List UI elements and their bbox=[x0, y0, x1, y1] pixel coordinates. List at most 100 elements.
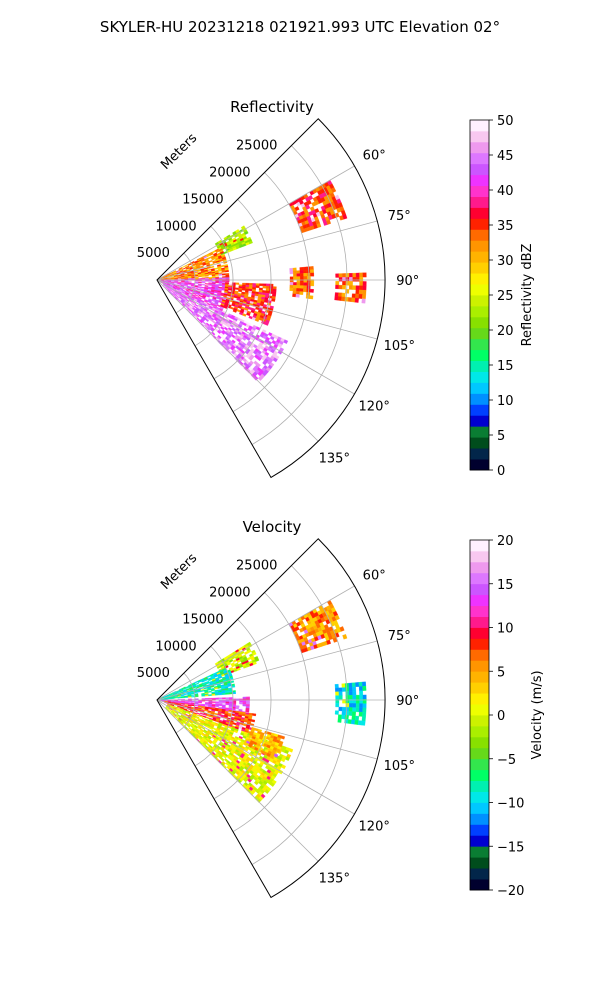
velocity-colorbar-segment bbox=[470, 583, 489, 596]
reflectivity-colorbar-segment bbox=[470, 163, 489, 176]
reflectivity-azimuth-line bbox=[156, 279, 378, 340]
velocity-colorbar-segment bbox=[470, 879, 489, 891]
reflectivity-echo-region bbox=[334, 272, 367, 304]
reflectivity-azimuth-tick-label: 120° bbox=[359, 399, 390, 414]
reflectivity-colorbar-segment bbox=[470, 382, 489, 394]
reflectivity-colorbar-segment bbox=[470, 459, 489, 471]
velocity-title: Velocity bbox=[243, 518, 302, 536]
velocity-colorbar-segment bbox=[470, 857, 489, 869]
velocity-colorbar-segment bbox=[470, 605, 489, 617]
reflectivity-colorbar-segment bbox=[470, 437, 489, 449]
reflectivity-colorbar-segment bbox=[470, 426, 489, 438]
velocity-colorbar-tick-label: 0 bbox=[497, 709, 505, 724]
reflectivity-range-tick-label: 10000 bbox=[155, 219, 196, 234]
reflectivity-colorbar-segment bbox=[470, 185, 489, 197]
reflectivity-colorbar-segment bbox=[470, 338, 489, 351]
velocity-echo-region bbox=[214, 641, 260, 677]
reflectivity-colorbar-segment bbox=[470, 240, 489, 252]
velocity-range-tick-label: 25000 bbox=[236, 559, 277, 574]
velocity-azimuth-line bbox=[156, 699, 378, 760]
velocity-panel: Velocity 5000 10000 15000 20000 25000 60° 75°… bbox=[137, 518, 545, 899]
reflectivity-panel: Reflectivity 5000 10000 15000 20000 25000 60… bbox=[137, 98, 535, 479]
velocity-colorbar-tick-label: −20 bbox=[497, 884, 524, 899]
reflectivity-colorbar-segment bbox=[470, 174, 489, 187]
reflectivity-colorbar-segment bbox=[470, 273, 489, 285]
reflectivity-azimuth-tick-label: 135° bbox=[319, 451, 350, 466]
reflectivity-colorbar-segment bbox=[470, 371, 489, 383]
velocity-range-tick-label: 15000 bbox=[182, 612, 223, 627]
velocity-colorbar-tick-label: 5 bbox=[497, 665, 505, 680]
velocity-colorbar-segment bbox=[470, 736, 489, 749]
reflectivity-azimuth-tick-label: 90° bbox=[396, 274, 419, 289]
velocity-colorbar-tick-label: −5 bbox=[497, 753, 516, 768]
velocity-azimuth-line bbox=[156, 699, 355, 815]
reflectivity-azimuth-tick-label: 60° bbox=[363, 149, 386, 164]
reflectivity-range-ring bbox=[194, 225, 234, 347]
velocity-echoes bbox=[160, 599, 367, 803]
velocity-colorbar-segment bbox=[470, 835, 489, 847]
velocity-range-ring bbox=[213, 619, 272, 800]
reflectivity-colorbar-segment bbox=[470, 251, 489, 263]
velocity-colorbar-tick-label: 20 bbox=[497, 534, 514, 549]
reflectivity-colorbar-segment bbox=[470, 262, 489, 274]
figure-suptitle: SKYLER-HU 20231218 021921.993 UTC Elevat… bbox=[100, 18, 500, 36]
velocity-sector-frame bbox=[156, 538, 386, 899]
velocity-colorbar-segment bbox=[470, 540, 489, 552]
velocity-azimuth-tick-label: 135° bbox=[319, 871, 350, 886]
velocity-colorbar-segment bbox=[470, 649, 489, 661]
velocity-echo-region bbox=[164, 703, 294, 803]
velocity-colorbar-tick-label: −10 bbox=[497, 797, 524, 812]
reflectivity-colorbar-segment bbox=[470, 415, 489, 427]
velocity-colorbar-segment bbox=[470, 791, 489, 803]
reflectivity-colorbar-tick-label: 50 bbox=[497, 114, 514, 129]
reflectivity-sector-frame bbox=[156, 118, 386, 479]
velocity-colorbar-segment bbox=[470, 802, 489, 814]
reflectivity-colorbar-segment bbox=[470, 316, 489, 329]
reflectivity-echo-region bbox=[289, 266, 315, 300]
velocity-azimuth-line bbox=[156, 699, 319, 862]
reflectivity-azimuth-line bbox=[156, 279, 319, 442]
velocity-colorbar-segment bbox=[470, 813, 489, 825]
reflectivity-colorbar-segment bbox=[470, 327, 489, 340]
reflectivity-colorbar-segment bbox=[470, 360, 489, 372]
velocity-range-tick-label: 5000 bbox=[137, 666, 170, 681]
reflectivity-echoes bbox=[160, 179, 367, 381]
reflectivity-colorbar-segment bbox=[470, 120, 489, 132]
velocity-colorbar-label: Velocity (m/s) bbox=[530, 670, 545, 759]
velocity-range-ring bbox=[251, 565, 348, 865]
velocity-colorbar-segment bbox=[470, 725, 489, 738]
velocity-colorbar-segment bbox=[470, 550, 489, 563]
velocity-colorbar: −20 −15 −10 −5 0 5 10 15 20 bbox=[469, 534, 524, 899]
reflectivity-colorbar-tick-label: 10 bbox=[497, 394, 514, 409]
velocity-echo-region bbox=[245, 727, 285, 759]
reflectivity-range-tick-label: 25000 bbox=[236, 139, 277, 154]
reflectivity-colorbar-tick-label: 5 bbox=[497, 429, 505, 444]
velocity-echo-region bbox=[288, 599, 348, 654]
velocity-azimuth-tick-label: 60° bbox=[363, 569, 386, 584]
velocity-colorbar-segment bbox=[470, 682, 489, 694]
velocity-colorbar-segment bbox=[470, 616, 489, 628]
velocity-colorbar-segment bbox=[470, 693, 489, 705]
reflectivity-azimuth-line bbox=[156, 165, 355, 281]
reflectivity-radial-label: Meters bbox=[158, 131, 200, 173]
velocity-range-ring bbox=[175, 672, 196, 734]
velocity-colorbar-tick-label: 15 bbox=[497, 578, 514, 593]
velocity-range-tick-label: 20000 bbox=[209, 586, 250, 601]
reflectivity-colorbar-segment bbox=[470, 229, 489, 241]
velocity-azimuth-tick-label: 120° bbox=[359, 819, 390, 834]
reflectivity-colorbar-segment bbox=[470, 196, 489, 208]
velocity-azimuth-tick-label: 90° bbox=[396, 694, 419, 709]
reflectivity-colorbar-segment bbox=[470, 305, 489, 318]
reflectivity-colorbar-segment bbox=[470, 218, 489, 230]
velocity-colorbar-segment bbox=[470, 715, 489, 727]
reflectivity-azimuth-line bbox=[156, 279, 355, 395]
velocity-colorbar-segment bbox=[470, 780, 489, 792]
velocity-echo-region bbox=[334, 681, 367, 726]
reflectivity-colorbar-segment bbox=[470, 295, 489, 307]
reflectivity-azimuth-tick-label: 75° bbox=[388, 209, 411, 224]
velocity-azimuth-line bbox=[156, 640, 378, 701]
velocity-radial-label: Meters bbox=[158, 551, 200, 593]
reflectivity-colorbar-tick-label: 35 bbox=[497, 219, 514, 234]
velocity-grid bbox=[156, 538, 386, 899]
reflectivity-range-ring bbox=[175, 252, 196, 314]
